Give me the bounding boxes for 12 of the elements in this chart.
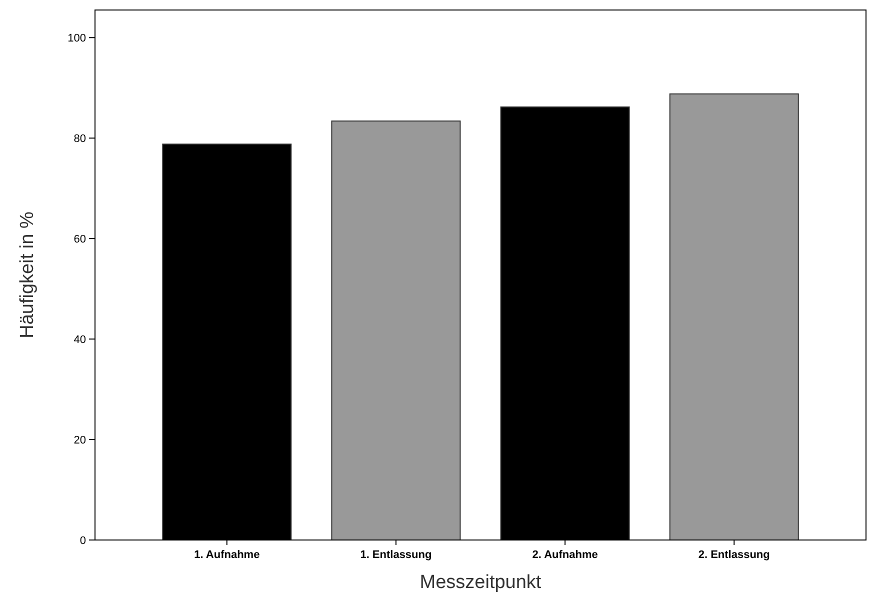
y-tick-label: 80 bbox=[74, 132, 86, 145]
x-tick-label: 1. Entlassung bbox=[360, 549, 432, 561]
y-tick-label: 20 bbox=[74, 434, 86, 446]
x-tick-label: 2. Aufnahme bbox=[532, 549, 598, 561]
y-tick-label: 100 bbox=[68, 32, 86, 44]
x-tick-label: 1. Aufnahme bbox=[194, 549, 260, 561]
x-tick-label: 2. Entlassung bbox=[698, 549, 770, 561]
y-tick-label: 0 bbox=[80, 534, 86, 547]
y-tick-label: 40 bbox=[74, 334, 86, 346]
x-axis-title: Messzeitpunkt bbox=[420, 572, 542, 593]
y-tick-label: 60 bbox=[74, 233, 86, 246]
y-axis-title: Häufigkeit in % bbox=[17, 212, 38, 338]
